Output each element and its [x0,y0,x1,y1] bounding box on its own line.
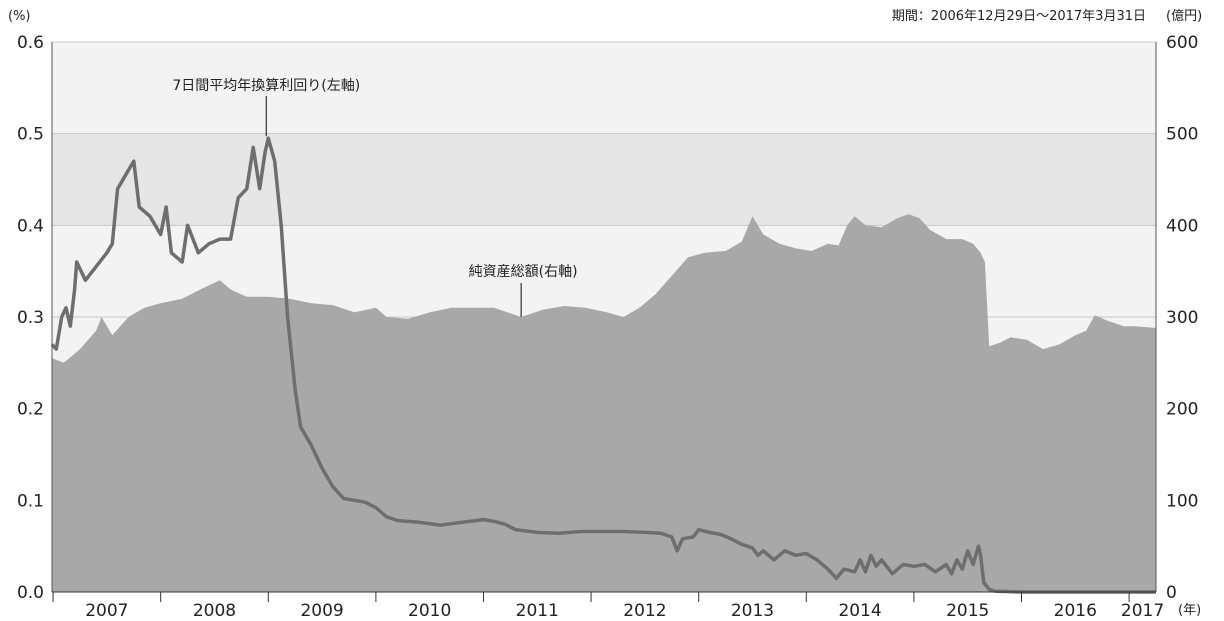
x-tick-label: 2007 [85,601,128,621]
right-tick-label: 200 [1166,400,1198,420]
right-tick-label: 0 [1166,583,1177,603]
right-tick-label: 400 [1166,216,1198,236]
x-tick-label: 2009 [300,601,343,621]
left-tick-label: 0.1 [17,491,44,511]
right-axis-unit: (億円) [1166,8,1202,24]
x-tick-label: 2016 [1054,601,1097,621]
x-tick-label: 2011 [516,601,559,621]
x-axis-unit: (年) [1178,603,1201,618]
x-tick-label: 2008 [193,601,236,621]
right-tick-label: 500 [1166,125,1198,145]
period-note: 期間：2006年12月29日～2017年3月31日 [892,9,1146,24]
x-tick-label: 2012 [623,601,666,621]
left-tick-label: 0.6 [17,33,44,53]
right-tick-label: 100 [1166,491,1198,511]
right-axis: 0 100 200 300 400 500 600 [1166,33,1198,603]
right-tick-label: 600 [1166,33,1198,53]
x-tick-label: 2017 [1121,601,1164,621]
x-tick-label: 2015 [946,601,989,621]
left-tick-label: 0.3 [17,308,44,328]
right-tick-label: 300 [1166,308,1198,328]
x-tick-label: 2010 [408,601,451,621]
x-tick-label: 2013 [731,601,774,621]
left-axis-unit: (%) [8,9,31,24]
net-assets-area [52,214,1156,593]
annotation-yield-label: 7日間平均年換算利回り(左軸) [172,78,360,94]
x-tick-label: 2014 [838,601,881,621]
left-tick-label: 0.2 [17,400,44,420]
left-tick-label: 0.0 [17,583,44,603]
x-axis: 2007 2008 2009 2010 2011 2012 2013 2014 2015 2016… [52,592,1164,621]
left-tick-label: 0.4 [17,216,44,236]
plot-band [52,134,1156,226]
left-tick-label: 0.5 [17,125,44,145]
left-axis: 0.0 0.1 0.2 0.3 0.4 0.5 0.6 [17,33,44,603]
yield-line [50,136,1156,594]
annotations: 7日間平均年換算利回り(左軸) 純資産総額(右軸) [172,78,578,317]
annotation-nav-label: 純資産総額(右軸) [469,264,578,280]
